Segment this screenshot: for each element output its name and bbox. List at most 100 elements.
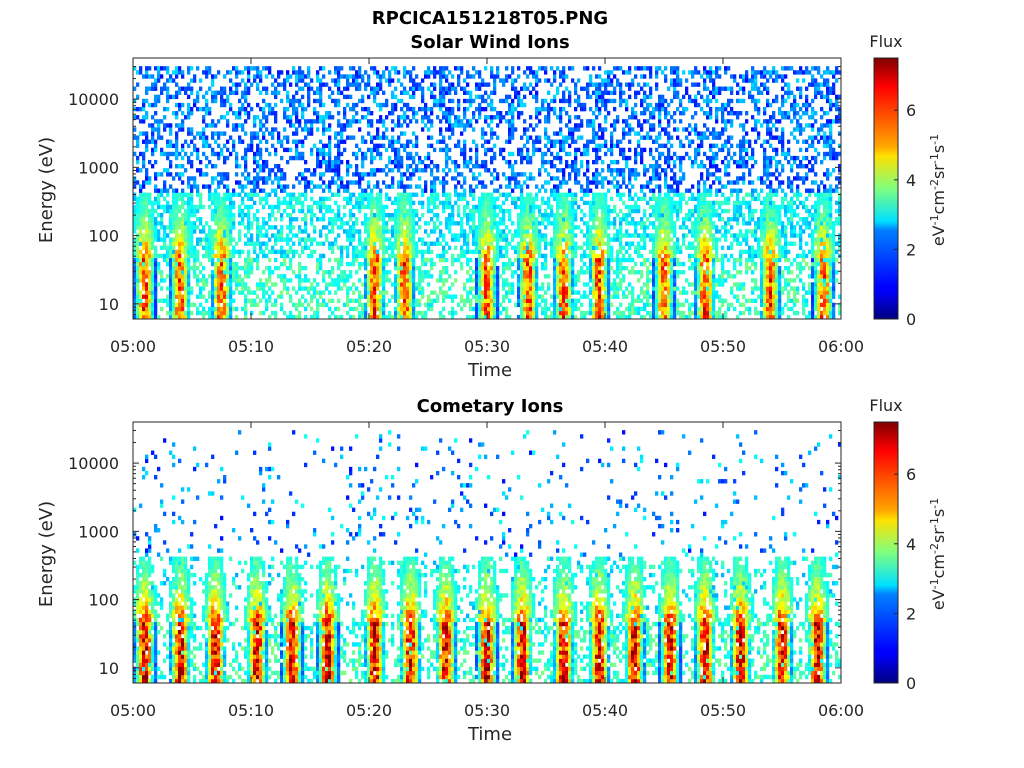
heatmap-cell — [190, 200, 194, 206]
heatmap-cell — [148, 102, 152, 108]
heatmap-cell — [487, 290, 491, 295]
heatmap-cell — [427, 70, 431, 75]
heatmap-cell — [529, 90, 533, 96]
heatmap-cell — [451, 82, 455, 87]
heatmap-cell — [175, 82, 179, 87]
heatmap-cell — [433, 212, 437, 218]
heatmap-cell — [301, 143, 305, 149]
heatmap-cell — [490, 294, 494, 299]
heatmap-cell — [562, 282, 566, 287]
heatmap-cell — [259, 127, 263, 132]
heatmap-cell — [169, 245, 173, 250]
heatmap-cell — [550, 164, 554, 169]
heatmap-cell — [376, 314, 380, 320]
heatmap-cell — [181, 257, 185, 263]
heatmap-cell — [466, 106, 470, 112]
heatmap-cell — [358, 265, 362, 271]
heatmap-cell — [358, 249, 362, 255]
heatmap-cell — [364, 155, 368, 161]
heatmap-cell — [370, 298, 374, 303]
heatmap-cell — [154, 270, 158, 275]
heatmap-cell — [562, 290, 566, 295]
heatmap-cell — [331, 217, 335, 222]
heatmap-cell — [361, 261, 365, 267]
heatmap-cell — [277, 294, 281, 299]
heatmap-cell — [463, 298, 467, 303]
heatmap-cell — [511, 106, 515, 112]
heatmap-cell — [400, 286, 404, 291]
heatmap-cell — [370, 135, 374, 140]
heatmap-cell — [454, 270, 458, 275]
heatmap-cell — [397, 245, 401, 250]
heatmap-cell — [442, 204, 446, 210]
heatmap-cell — [175, 90, 179, 96]
heatmap-cell — [574, 172, 578, 177]
heatmap-cell — [331, 298, 335, 303]
heatmap-cell — [157, 233, 161, 238]
heatmap-cell — [238, 111, 242, 116]
heatmap-cell — [310, 147, 314, 153]
heatmap-cell — [184, 200, 188, 206]
heatmap-cell — [508, 119, 512, 124]
heatmap-cell — [571, 237, 575, 242]
heatmap-cell — [400, 90, 404, 96]
heatmap-cell — [544, 212, 548, 218]
heatmap-cell — [553, 143, 557, 149]
heatmap-cell — [313, 119, 317, 124]
heatmap-cell — [565, 196, 569, 202]
heatmap-cell — [274, 164, 278, 169]
heatmap-cell — [439, 278, 443, 283]
heatmap-cell — [154, 274, 158, 279]
heatmap-cell — [454, 245, 458, 250]
heatmap-cell — [352, 245, 356, 250]
heatmap-cell — [439, 200, 443, 206]
heatmap-cell — [364, 261, 368, 267]
heatmap-cell — [232, 237, 236, 242]
heatmap-cell — [268, 111, 272, 116]
heatmap-cell — [370, 245, 374, 250]
heatmap-cell — [214, 282, 218, 287]
heatmap-cell — [280, 98, 284, 104]
heatmap-cell — [511, 135, 515, 140]
heatmap-cell — [502, 208, 506, 214]
heatmap-cell — [337, 212, 341, 218]
heatmap-cell — [382, 286, 386, 291]
heatmap-cell — [223, 306, 227, 312]
heatmap-cell — [379, 208, 383, 214]
heatmap-cell — [187, 208, 191, 214]
heatmap-cell — [460, 217, 464, 222]
heatmap-cell — [202, 184, 206, 189]
heatmap-cell — [346, 196, 350, 202]
heatmap-cell — [145, 274, 149, 279]
heatmap-cell — [427, 245, 431, 250]
heatmap-cell — [229, 306, 233, 312]
heatmap-cell — [385, 302, 389, 308]
heatmap-cell — [397, 180, 401, 185]
heatmap-cell — [361, 196, 365, 202]
heatmap-cell — [301, 208, 305, 214]
heatmap-cell — [502, 270, 506, 275]
heatmap-cell — [448, 274, 452, 279]
heatmap-cell — [343, 270, 347, 275]
heatmap-cell — [202, 265, 206, 271]
heatmap-cell — [571, 212, 575, 218]
heatmap-cell — [136, 310, 140, 316]
heatmap-cell — [298, 261, 302, 267]
heatmap-cell — [406, 261, 410, 267]
heatmap-cell — [412, 286, 416, 291]
heatmap-cell — [241, 94, 245, 100]
heatmap-cell — [493, 200, 497, 206]
heatmap-cell — [148, 286, 152, 291]
heatmap-cell — [289, 82, 293, 87]
heatmap-cell — [481, 278, 485, 283]
heatmap-cell — [574, 290, 578, 295]
heatmap-cell — [217, 310, 221, 316]
heatmap-cell — [484, 265, 488, 271]
heatmap-cell — [382, 302, 386, 308]
heatmap-cell — [340, 314, 344, 320]
heatmap-cell — [523, 217, 527, 222]
heatmap-cell — [349, 286, 353, 291]
heatmap-cell — [217, 229, 221, 234]
heatmap-cell — [202, 278, 206, 283]
heatmap-cell — [526, 159, 530, 165]
